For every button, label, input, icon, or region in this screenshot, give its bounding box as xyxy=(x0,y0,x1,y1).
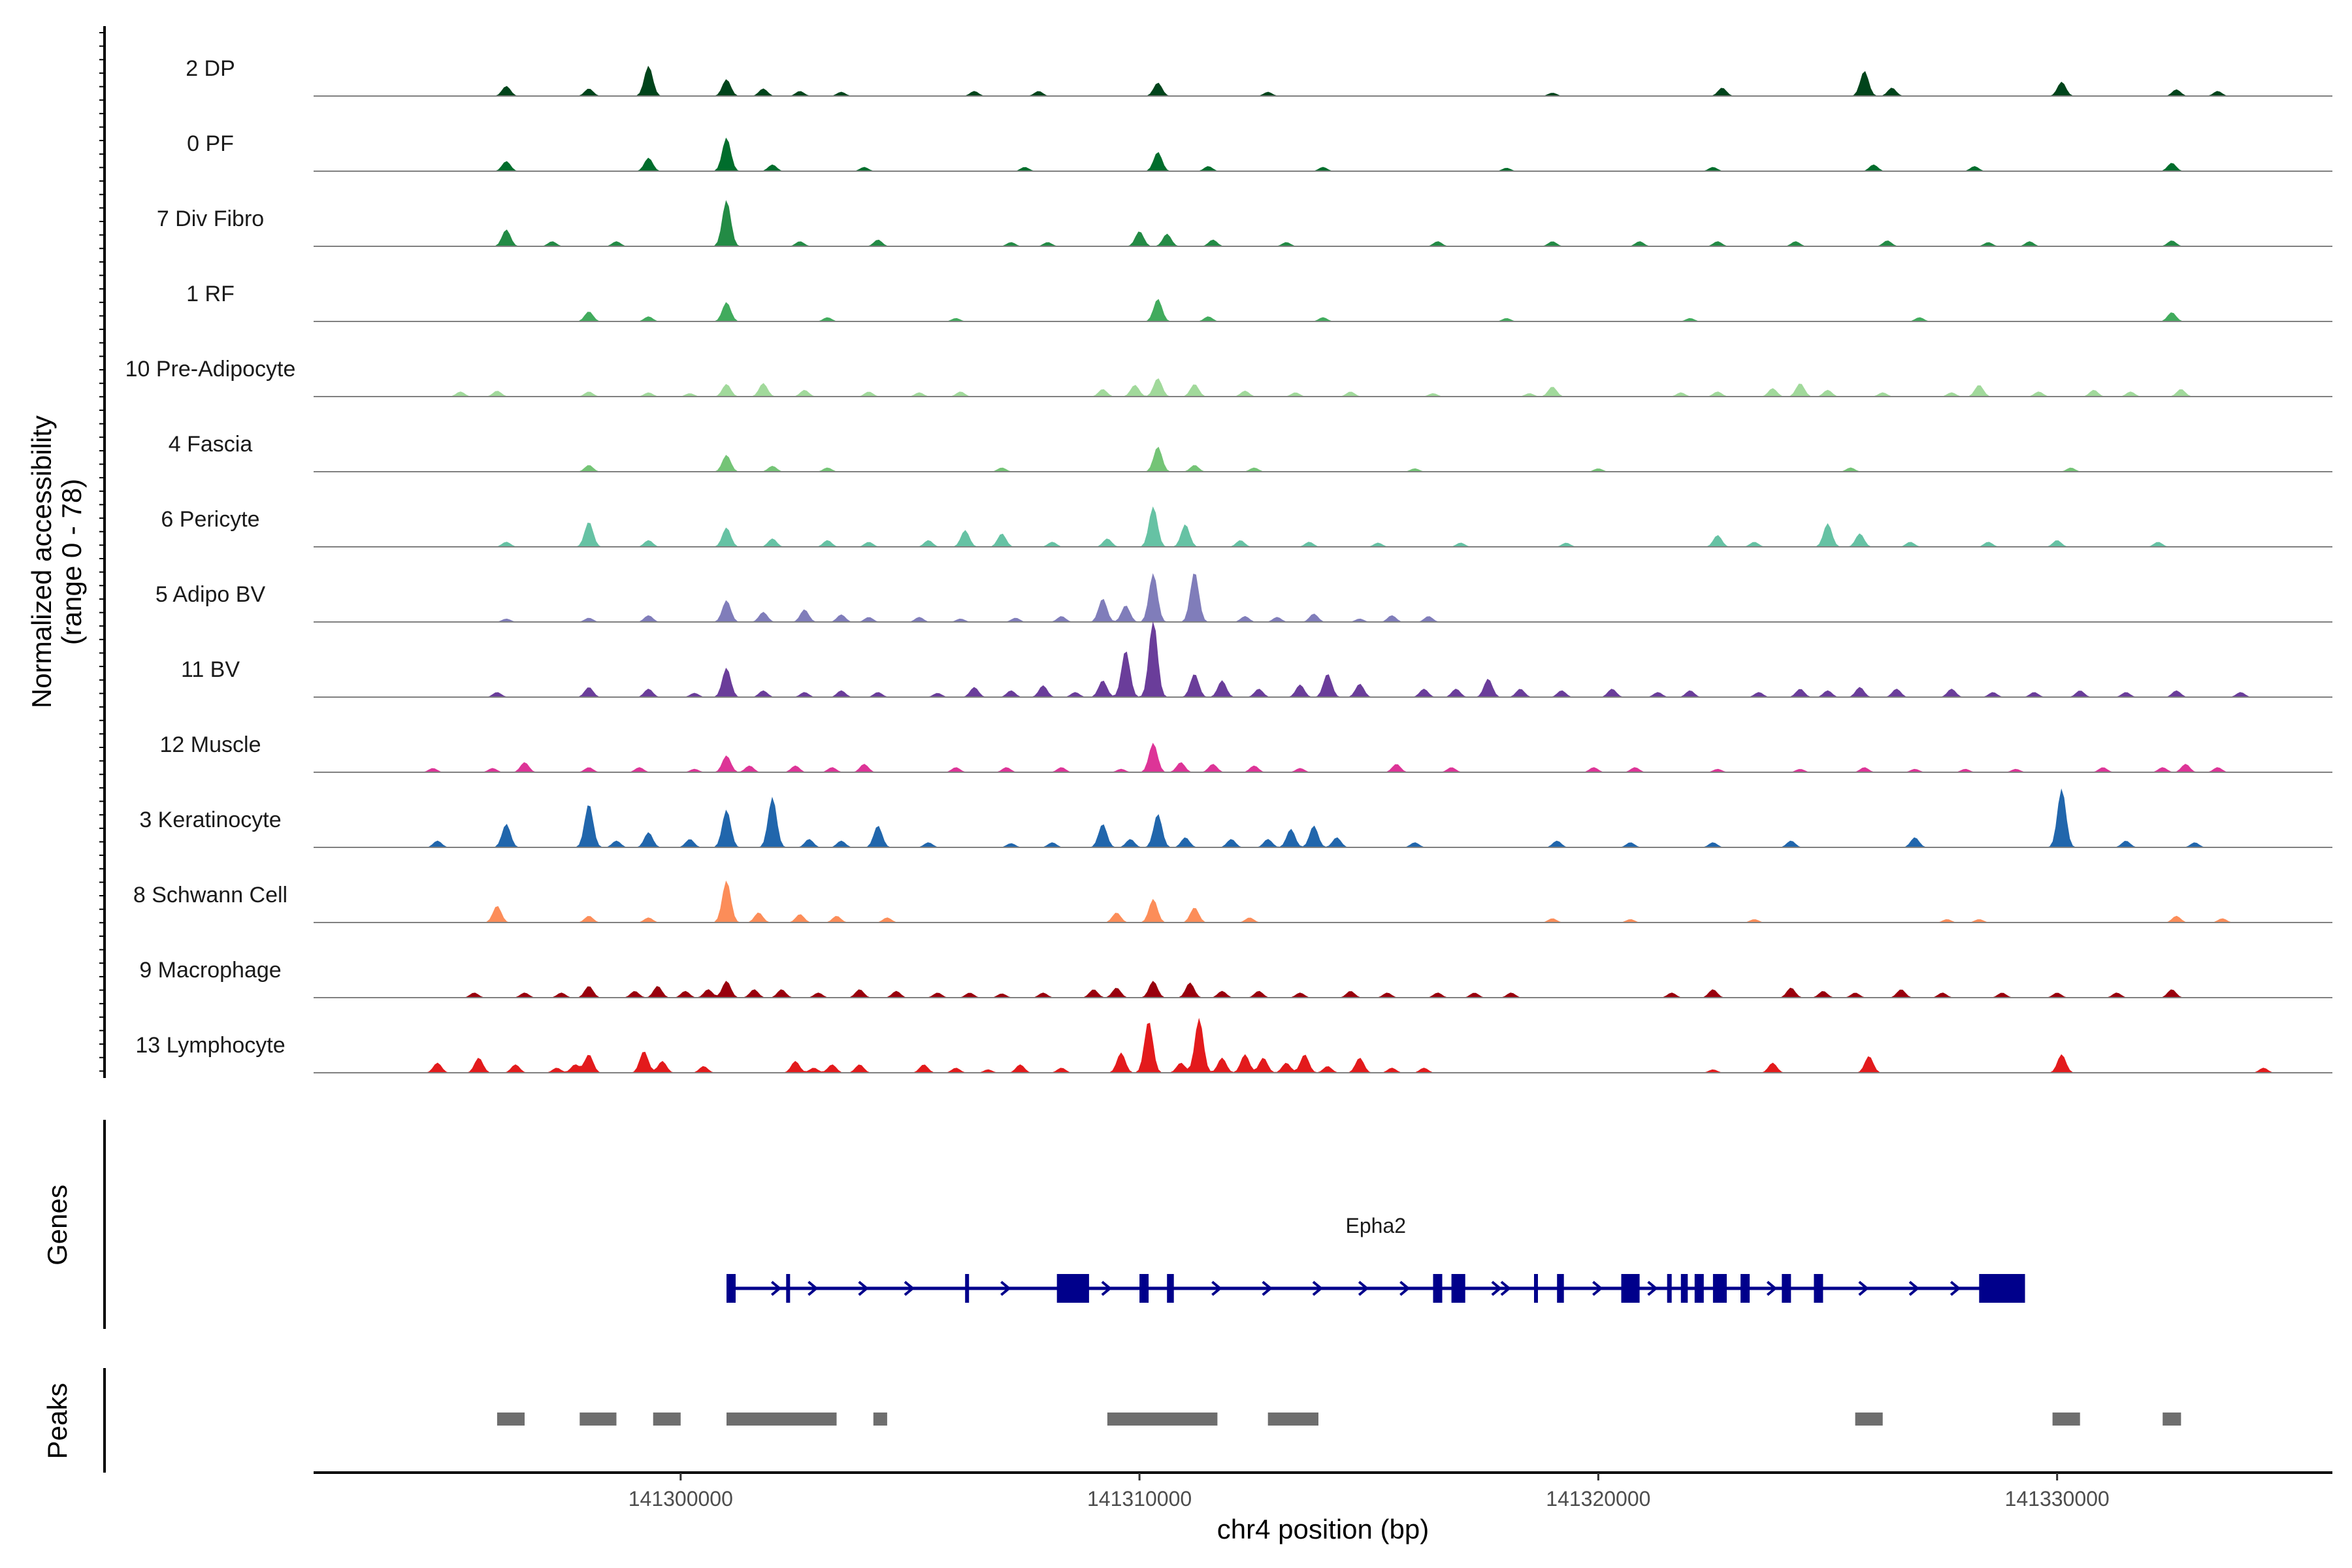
peak-region xyxy=(497,1413,525,1426)
coverage-area-track-9 xyxy=(314,742,2332,772)
coverage-area-track-8 xyxy=(314,621,2332,697)
gene-model xyxy=(727,1274,2025,1303)
coverage-area-track-12 xyxy=(314,981,2332,998)
y-axis-range: (range 0 - 78) xyxy=(56,479,87,645)
coverage-area-track-1 xyxy=(314,137,2332,171)
coverage-area-track-4 xyxy=(314,378,2332,397)
gene-exon xyxy=(1667,1274,1672,1303)
strand-arrow xyxy=(1950,1281,1961,1296)
strand-arrow xyxy=(1399,1281,1411,1296)
coverage-area-track-3 xyxy=(314,299,2332,321)
accessibility-tracks xyxy=(314,65,2332,1073)
gene-name-epha2: Epha2 xyxy=(1346,1214,1407,1237)
peak-region xyxy=(1855,1413,1883,1426)
peak-region xyxy=(2052,1413,2080,1426)
gene-exon xyxy=(1782,1274,1791,1303)
strand-arrow xyxy=(808,1281,819,1296)
peak-region xyxy=(727,1413,837,1426)
track-label-0: 2 DP xyxy=(186,56,235,81)
x-tick-label: 141300000 xyxy=(629,1487,733,1511)
peak-regions xyxy=(497,1413,2181,1426)
strand-arrow xyxy=(858,1281,869,1296)
track-label-7: 5 Adipo BV xyxy=(155,582,266,607)
track-label-3: 1 RF xyxy=(186,282,235,306)
peak-region xyxy=(873,1413,887,1426)
track-label-12: 9 Macrophage xyxy=(139,958,281,983)
gene-exon xyxy=(1814,1274,1823,1303)
strand-arrow xyxy=(1358,1281,1369,1296)
track-label-10: 3 Keratinocyte xyxy=(139,808,281,832)
track-label-4: 10 Pre-Adipocyte xyxy=(125,357,296,382)
gene-exon xyxy=(1740,1274,1750,1303)
gene-exon xyxy=(1534,1274,1538,1303)
coverage-area-track-0 xyxy=(314,65,2332,96)
gene-exon xyxy=(965,1274,970,1303)
strand-arrow xyxy=(771,1281,782,1296)
track-labels: 2 DP 0 PF 7 Div Fibro 1 RF 10 Pre-Adipocyte 4… xyxy=(125,56,296,1058)
track-label-5: 4 Fascia xyxy=(169,432,253,457)
gene-exon xyxy=(1139,1274,1149,1303)
strand-arrow xyxy=(1000,1281,1011,1296)
coverage-area-track-2 xyxy=(314,200,2332,246)
x-axis-title: chr4 position (bp) xyxy=(1217,1514,1429,1544)
x-tick-label: 141320000 xyxy=(1546,1487,1650,1511)
track-label-1: 0 PF xyxy=(187,131,234,156)
accessibility-y-axis xyxy=(99,26,106,1078)
gene-exon xyxy=(1433,1274,1443,1303)
x-tick-label: 141330000 xyxy=(2005,1487,2110,1511)
strand-arrow xyxy=(1500,1281,1512,1296)
gene-exon xyxy=(1680,1274,1688,1303)
peak-region xyxy=(653,1413,681,1426)
gene-exon xyxy=(1167,1274,1174,1303)
coverage-area-track-13 xyxy=(314,1017,2332,1073)
strand-arrow xyxy=(1592,1281,1603,1296)
peaks-track-label: Peaks xyxy=(42,1383,73,1460)
x-tick-label: 141310000 xyxy=(1087,1487,1192,1511)
track-label-9: 12 Muscle xyxy=(160,732,261,757)
gene-exon xyxy=(1621,1274,1640,1303)
y-axis-title: Normalized accessibility xyxy=(26,416,57,708)
gene-exon xyxy=(1056,1274,1089,1303)
gene-exon xyxy=(727,1274,736,1303)
coverage-area-track-5 xyxy=(314,446,2332,472)
track-label-13: 13 Lymphocyte xyxy=(135,1033,285,1058)
coverage-area-track-10 xyxy=(314,788,2332,847)
strand-arrow xyxy=(904,1281,915,1296)
gene-exon xyxy=(786,1274,791,1303)
strand-arrow xyxy=(1858,1281,1869,1296)
coverage-area-track-6 xyxy=(314,506,2332,547)
track-label-2: 7 Div Fibro xyxy=(157,206,264,231)
strand-arrow xyxy=(1211,1281,1222,1296)
coverage-area-track-7 xyxy=(314,573,2332,622)
coverage-area-track-11 xyxy=(314,880,2332,923)
genes-track-label: Genes xyxy=(42,1184,73,1266)
gene-exon xyxy=(1451,1274,1465,1303)
strand-arrow xyxy=(1262,1281,1273,1296)
track-label-6: 6 Pericyte xyxy=(161,507,259,532)
strand-arrow xyxy=(1101,1281,1113,1296)
x-axis-ticks: 141300000 141310000 141320000 141330000 xyxy=(629,1473,2110,1511)
strand-arrow xyxy=(1766,1281,1778,1296)
gene-exon xyxy=(1979,1274,2025,1303)
peak-region xyxy=(2163,1413,2181,1426)
gene-exon xyxy=(1557,1274,1564,1303)
track-label-11: 8 Schwann Cell xyxy=(133,883,287,907)
track-label-8: 11 BV xyxy=(181,657,240,682)
peak-region xyxy=(1267,1413,1318,1426)
strand-arrow xyxy=(1491,1281,1502,1296)
strand-arrow xyxy=(1908,1281,1920,1296)
peak-region xyxy=(580,1413,617,1426)
strand-arrow xyxy=(1312,1281,1324,1296)
gene-exon xyxy=(1712,1274,1727,1303)
strand-arrow xyxy=(1647,1281,1658,1296)
gene-exon xyxy=(1694,1274,1704,1303)
peak-region xyxy=(1107,1413,1218,1426)
